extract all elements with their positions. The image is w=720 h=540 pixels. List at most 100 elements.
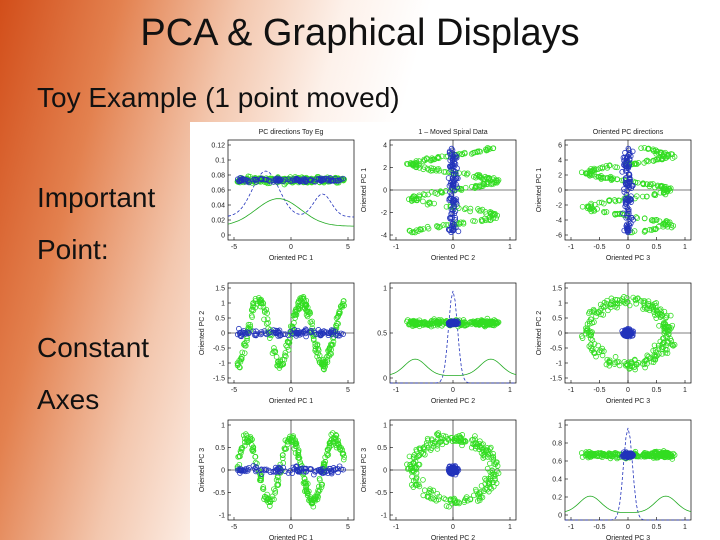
- point: [326, 444, 333, 450]
- point: [275, 477, 282, 484]
- point: [631, 161, 638, 167]
- point: [600, 303, 606, 309]
- point: [339, 304, 346, 310]
- y-tick-label: -4: [381, 233, 387, 240]
- y-tick-label: 0: [383, 376, 387, 383]
- point: [417, 226, 424, 233]
- point: [416, 161, 423, 167]
- y-tick-label: 0.04: [211, 203, 225, 210]
- point: [487, 460, 493, 467]
- point: [467, 208, 473, 215]
- point: [410, 477, 417, 484]
- point: [455, 438, 462, 445]
- point: [586, 308, 593, 315]
- point: [330, 435, 337, 441]
- point: [599, 164, 606, 171]
- point: [334, 438, 340, 445]
- point: [601, 304, 607, 311]
- point: [237, 448, 244, 455]
- density-curve: [564, 495, 692, 513]
- point: [429, 440, 436, 446]
- point: [620, 210, 626, 217]
- point: [449, 178, 455, 185]
- point: [327, 440, 333, 446]
- x-tick-label: -1: [568, 244, 574, 251]
- point: [614, 210, 621, 217]
- y-tick-label: 0.1: [215, 158, 225, 165]
- point: [440, 432, 447, 439]
- y-tick-label: 1: [383, 423, 387, 430]
- point: [612, 164, 618, 170]
- point: [430, 443, 437, 449]
- point: [469, 437, 475, 443]
- point: [600, 174, 607, 181]
- y-tick-label: 0.5: [215, 316, 225, 323]
- point: [650, 359, 657, 365]
- point: [461, 497, 468, 504]
- point: [610, 175, 617, 182]
- point: [299, 330, 305, 337]
- point: [482, 323, 488, 330]
- panel-frame: [227, 139, 355, 241]
- y-tick-label: -4: [556, 218, 562, 225]
- y-tick-label: 1: [383, 286, 387, 293]
- point: [316, 475, 323, 482]
- point: [622, 154, 628, 161]
- point: [629, 360, 635, 366]
- point: [490, 456, 497, 463]
- point: [307, 495, 313, 502]
- point: [448, 191, 455, 198]
- y-tick-label: 0.4: [552, 477, 562, 484]
- y-tick-label: 1: [558, 301, 562, 308]
- point: [271, 486, 277, 492]
- point: [629, 183, 635, 189]
- point: [258, 477, 264, 484]
- point: [596, 309, 602, 316]
- y-tick-label: 0: [221, 233, 225, 240]
- point: [304, 490, 311, 496]
- panel-frame: [389, 282, 517, 384]
- point: [335, 469, 341, 476]
- point: [440, 222, 447, 228]
- point: [626, 221, 632, 227]
- point: [492, 471, 499, 478]
- point: [295, 327, 301, 334]
- point: [237, 359, 244, 365]
- point: [614, 176, 620, 182]
- x-tick-label: 1: [508, 387, 512, 394]
- point: [476, 495, 483, 502]
- point: [631, 356, 638, 363]
- y-tick-label: 1.5: [215, 286, 225, 293]
- point: [413, 448, 420, 455]
- y-tick-label: 0.6: [552, 459, 562, 466]
- point: [275, 358, 281, 365]
- point: [406, 453, 413, 460]
- point: [599, 345, 606, 352]
- point: [448, 145, 455, 152]
- point: [626, 366, 633, 372]
- point: [308, 177, 314, 184]
- density-curve: [389, 358, 517, 376]
- point: [473, 182, 479, 189]
- slide-title: PCA & Graphical Displays: [140, 12, 580, 54]
- density-curve: [227, 170, 355, 218]
- point: [421, 319, 427, 326]
- point: [478, 217, 485, 223]
- point: [452, 208, 459, 214]
- y-tick-label: 0: [383, 188, 387, 195]
- point: [625, 145, 632, 152]
- point: [482, 209, 489, 215]
- point: [652, 356, 658, 362]
- point: [423, 440, 430, 446]
- point: [260, 484, 267, 490]
- point: [404, 466, 411, 472]
- slide-subtitle: Toy Example (1 point moved): [37, 82, 400, 113]
- point: [290, 312, 297, 319]
- x-axis-label: Oriented PC 3: [606, 255, 650, 262]
- point: [253, 330, 259, 337]
- x-tick-label: -0.5: [593, 387, 605, 394]
- point: [316, 352, 323, 359]
- point: [482, 215, 488, 222]
- point: [299, 465, 305, 472]
- point: [335, 441, 342, 448]
